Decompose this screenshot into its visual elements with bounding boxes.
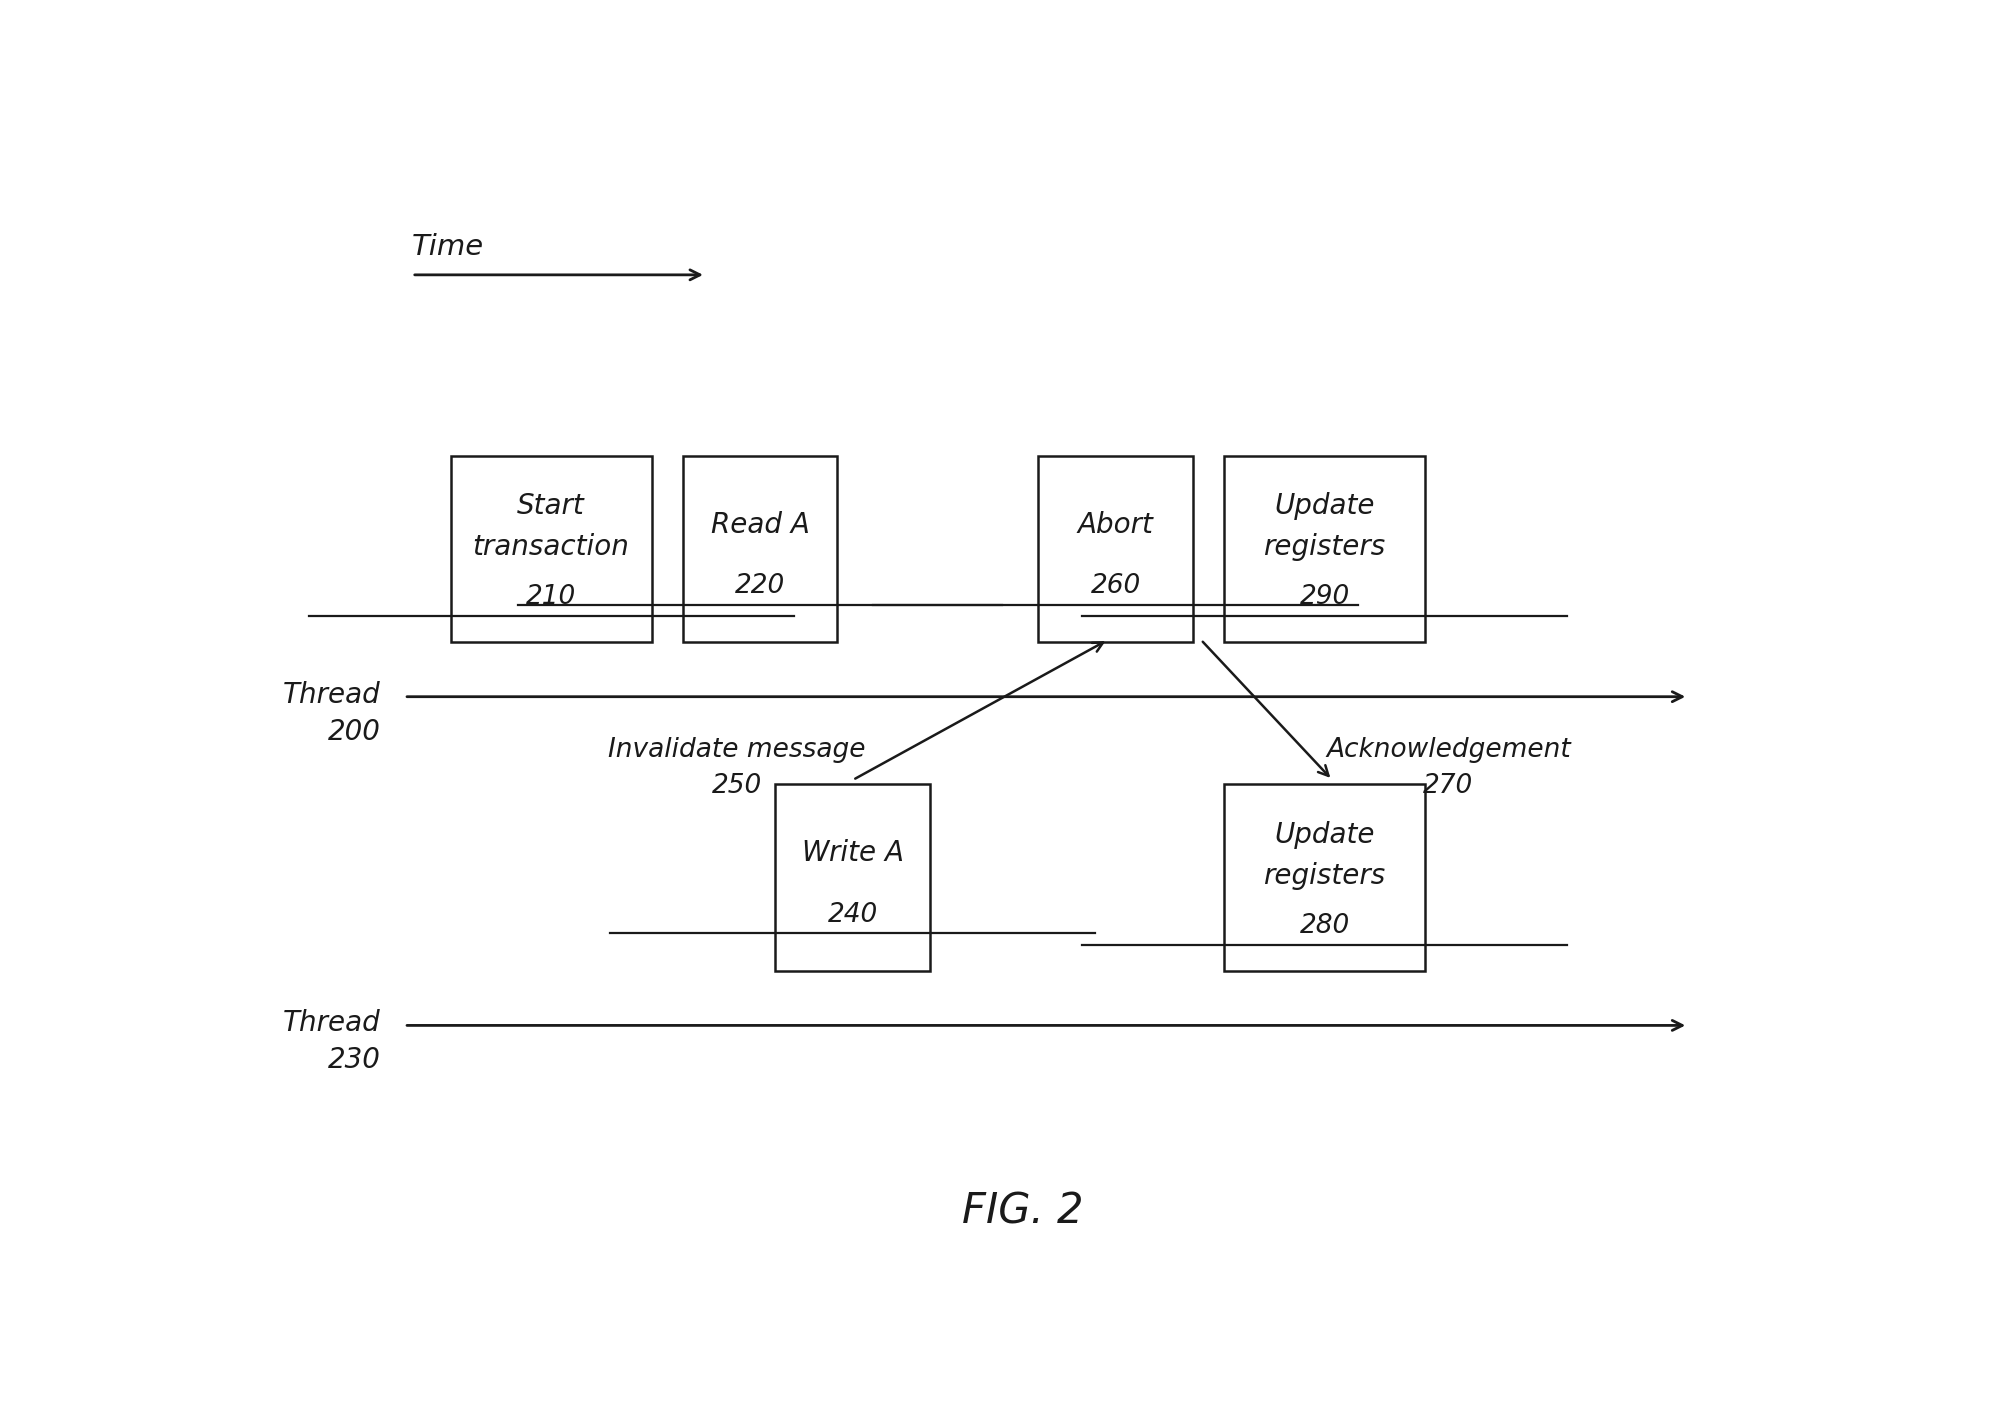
Text: Read A: Read A: [711, 511, 810, 538]
Text: transaction: transaction: [473, 534, 629, 561]
Text: Abort: Abort: [1078, 511, 1154, 538]
Text: Update: Update: [1273, 821, 1375, 848]
Bar: [1224, 784, 1425, 970]
Text: registers: registers: [1263, 534, 1385, 561]
Bar: [774, 784, 930, 970]
Text: Acknowledgement
270: Acknowledgement 270: [1325, 737, 1571, 798]
Text: Thread
230: Thread 230: [283, 1009, 381, 1074]
Text: Time: Time: [411, 232, 485, 260]
Bar: [1224, 455, 1425, 642]
Bar: [1038, 455, 1194, 642]
Bar: [451, 455, 651, 642]
Text: Start: Start: [517, 492, 585, 519]
Text: 210: 210: [527, 585, 577, 610]
Text: Update: Update: [1273, 492, 1375, 519]
Text: 260: 260: [1090, 573, 1142, 599]
Text: 240: 240: [828, 902, 878, 928]
Text: 280: 280: [1299, 914, 1349, 939]
Text: registers: registers: [1263, 862, 1385, 889]
Text: FIG. 2: FIG. 2: [962, 1191, 1084, 1232]
Text: Thread
200: Thread 200: [283, 680, 381, 746]
Text: Invalidate message
250: Invalidate message 250: [609, 737, 866, 798]
Bar: [683, 455, 838, 642]
Text: 290: 290: [1299, 585, 1349, 610]
Text: 220: 220: [735, 573, 784, 599]
Text: Write A: Write A: [802, 840, 904, 867]
